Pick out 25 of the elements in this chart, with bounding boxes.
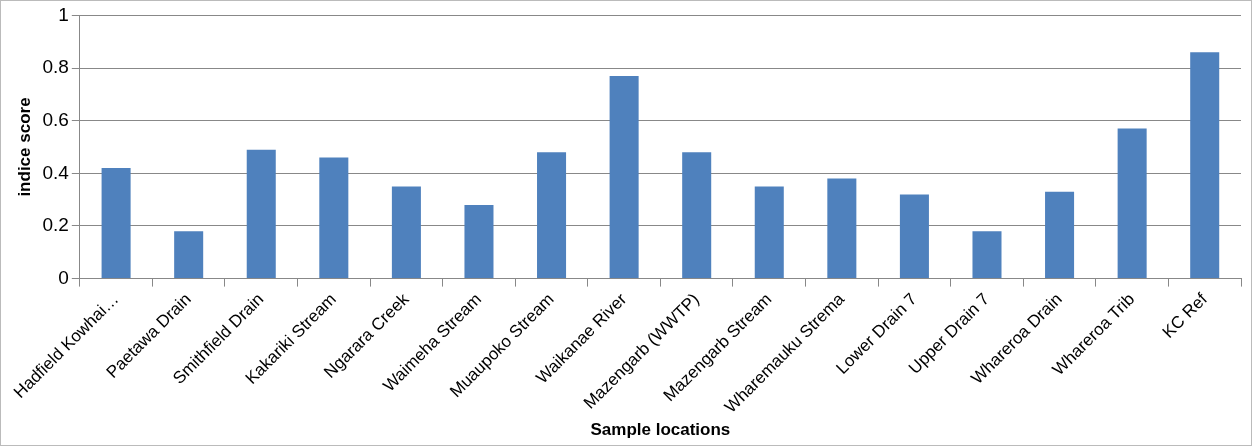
x-tick-label: KC Ref <box>1158 289 1212 342</box>
bar <box>827 178 857 279</box>
y-tick-label: 0.4 <box>42 161 70 183</box>
bar <box>101 168 131 279</box>
bar <box>537 152 567 279</box>
bar <box>391 186 421 279</box>
bar <box>1190 52 1220 279</box>
bar <box>1045 191 1075 279</box>
x-axis-title: Sample locations <box>590 420 731 440</box>
bar <box>174 231 204 279</box>
y-tick-label: 0.6 <box>42 108 69 130</box>
bar <box>754 186 784 279</box>
y-tick-label: 0.2 <box>42 214 69 236</box>
bar <box>609 75 639 279</box>
bar <box>464 204 494 279</box>
bar <box>1117 128 1147 279</box>
bar <box>319 157 349 279</box>
bar <box>246 149 276 279</box>
y-tick-label: 1 <box>58 3 69 25</box>
bar <box>972 231 1002 279</box>
y-axis-title: indice score <box>14 97 34 197</box>
bar <box>682 152 712 279</box>
y-tick-label: 0.8 <box>42 56 69 78</box>
y-tick-label: 0 <box>58 266 69 288</box>
bar <box>899 194 929 279</box>
